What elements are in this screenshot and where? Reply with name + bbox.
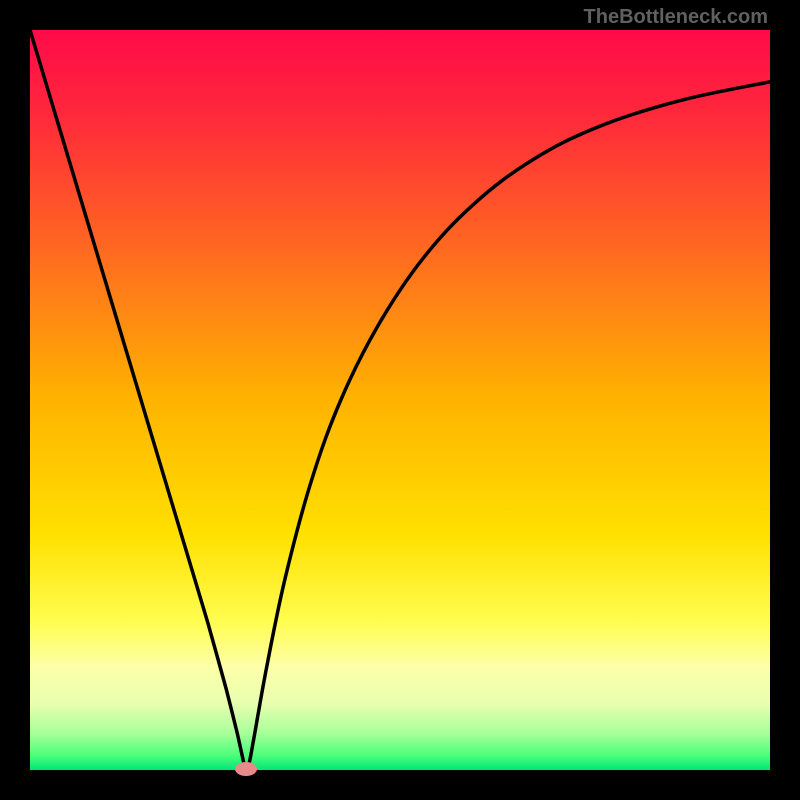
curve-path <box>30 30 770 767</box>
minimum-marker-dot <box>235 762 257 776</box>
watermark-text: TheBottleneck.com <box>584 6 768 29</box>
chart-root: TheBottleneck.com <box>0 0 800 800</box>
bottleneck-curve <box>30 30 770 770</box>
plot-area <box>30 30 770 770</box>
